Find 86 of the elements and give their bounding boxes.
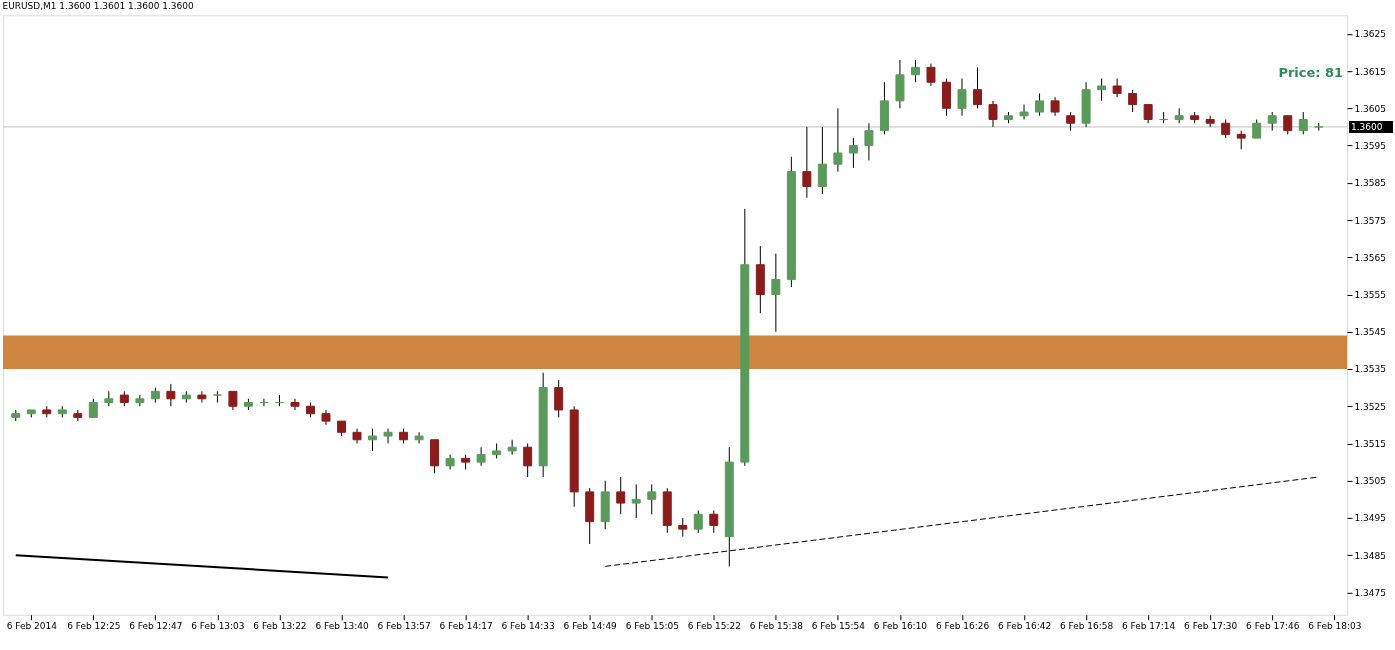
x-tick-label: 6 Feb 14:49 [563,621,618,632]
y-tick-label: 1.3585 [1354,178,1386,189]
x-tick-label: 6 Feb 16:26 [935,621,990,632]
x-tick-label: 6 Feb 17:46 [1246,621,1300,632]
x-tick-label: 6 Feb 15:54 [811,621,866,632]
candlestick [1236,130,1246,150]
x-tick-label: 6 Feb 15:05 [625,621,679,632]
y-tick-label: 1.3505 [1354,476,1386,487]
candlestick [476,446,486,467]
x-tick-label: 6 Feb 14:33 [501,621,555,632]
candlestick [817,126,827,195]
y-tick-label: 1.3615 [1354,66,1386,77]
y-tick-label: 1.3485 [1354,550,1386,561]
candlestick [1283,115,1293,135]
y-tick-label: 1.3535 [1354,364,1386,375]
x-tick-label: 6 Feb 12:47 [129,621,183,632]
x-tick-label: 6 Feb 13:22 [253,621,307,632]
candlestick [507,439,517,456]
candlestick [771,253,781,333]
x-tick-label: 6 Feb 16:42 [997,621,1052,632]
x-tick-label: 6 Feb 13:57 [377,621,431,632]
candlestick [1128,89,1138,113]
candlestick [1035,92,1045,117]
y-tick-label: 1.3515 [1354,438,1386,449]
candlestick [1097,78,1107,102]
candlestick [228,390,238,411]
x-tick-label: 6 Feb 17:14 [1122,621,1176,632]
candlestick [290,398,300,411]
x-tick-label: 6 Feb 16:58 [1059,621,1114,632]
candlestick [1066,111,1076,132]
x-tick-label: 6 Feb 15:38 [749,621,804,632]
candlestick [1019,104,1029,120]
candlestick [1298,111,1308,135]
candlestick [1252,118,1262,139]
candlestick [383,428,393,444]
x-tick-label: 6 Feb 2014 [6,621,58,632]
x-tick-label: 6 Feb 15:22 [687,621,741,632]
candlestick [88,398,98,418]
y-tick-label: 1.3595 [1354,141,1386,152]
y-tick-label: 1.3555 [1354,290,1386,301]
y-tick-label: 1.3565 [1354,252,1386,263]
x-tick-label: 6 Feb 13:03 [191,621,245,632]
candlestick [1267,111,1277,132]
candlestick [414,431,424,444]
x-tick-label: 6 Feb 12:25 [67,621,121,632]
candlestick [1221,118,1231,139]
ref-line-label: 1.3600 [1351,121,1383,132]
candlestick [554,379,564,418]
y-tick-label: 1.3575 [1354,215,1386,226]
y-tick-label: 1.3625 [1354,29,1386,40]
y-tick-label: 1.3605 [1354,103,1386,114]
candlestick [523,442,533,478]
candlestick [833,107,843,173]
candlestick [616,476,626,515]
x-tick-label: 6 Feb 13:40 [315,621,369,632]
candlestick [957,78,967,117]
candlestick [1112,78,1122,98]
candlestick [910,59,920,83]
candlestick [926,63,936,87]
chart-title: EURUSD,M1 1.3600 1.3601 1.3600 1.3600 [2,1,194,12]
candlestick [197,390,207,404]
candlestick [368,428,378,452]
candlestick [848,137,858,169]
y-tick-label: 1.3525 [1354,401,1386,412]
candlestick [631,483,641,519]
candlestick [1050,96,1060,117]
y-tick-label: 1.3495 [1354,513,1386,524]
candlestick [647,483,657,515]
candlestick [1143,104,1153,124]
x-tick-label: 6 Feb 16:10 [873,621,928,632]
candlestick [988,100,998,128]
candlestick [212,390,222,404]
y-tick-label: 1.3545 [1354,327,1386,338]
y-tick-label: 1.3475 [1354,587,1386,598]
candlestick [166,383,176,407]
candlestick [973,66,982,109]
candlestick [709,510,719,534]
x-tick-label: 6 Feb 17:30 [1184,621,1238,632]
x-tick-label: 6 Feb 14:17 [439,621,493,632]
annotation: Price: 81 [1278,65,1344,81]
candlestick [864,122,874,161]
candlestick [445,454,455,471]
candlestick [678,517,688,538]
x-tick-label: 6 Feb 18:03 [1308,621,1362,632]
candlestick [693,510,703,534]
candlestick [802,126,812,199]
